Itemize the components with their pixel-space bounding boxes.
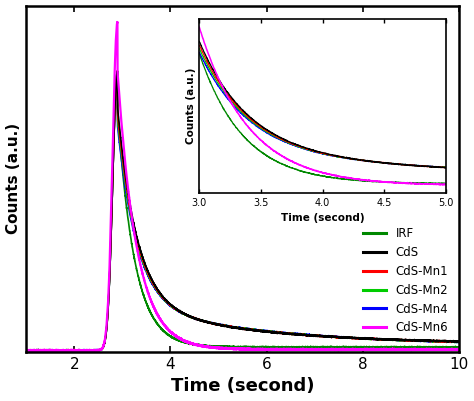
Line: CdS-Mn4: CdS-Mn4 <box>26 71 459 350</box>
CdS-Mn1 <box>186 314 192 318</box>
Line: CdS-Mn6: CdS-Mn6 <box>26 22 459 350</box>
CdS-Mn2 <box>124 190 129 195</box>
IRF <box>456 344 462 349</box>
CdS-Mn6 <box>124 174 129 179</box>
CdS-Mn2 <box>115 69 120 73</box>
Line: CdS-Mn2: CdS-Mn2 <box>26 71 459 350</box>
IRF <box>23 348 29 353</box>
CdS-Mn6 <box>23 348 29 353</box>
CdS <box>23 348 29 353</box>
CdS-Mn6 <box>126 194 132 198</box>
IRF <box>453 345 458 350</box>
IRF <box>186 341 192 346</box>
CdS-Mn4 <box>217 322 223 327</box>
CdS-Mn1 <box>124 186 129 191</box>
CdS-Mn1 <box>217 323 223 328</box>
CdS-Mn6 <box>186 340 192 345</box>
CdS-Mn1 <box>456 339 462 344</box>
CdS-Mn1 <box>126 199 132 204</box>
IRF <box>126 224 132 229</box>
CdS-Mn4 <box>115 69 120 73</box>
IRF <box>124 207 129 212</box>
CdS-Mn2 <box>23 348 29 353</box>
CdS-Mn4 <box>453 340 458 344</box>
CdS-Mn1 <box>24 348 29 353</box>
CdS-Mn4 <box>126 207 132 212</box>
CdS-Mn6 <box>115 20 120 24</box>
CdS-Mn6 <box>456 347 462 352</box>
Line: CdS-Mn1: CdS-Mn1 <box>26 71 459 350</box>
CdS-Mn4 <box>456 340 462 344</box>
CdS-Mn6 <box>453 347 458 352</box>
IRF <box>128 239 134 243</box>
CdS-Mn6 <box>217 346 223 350</box>
X-axis label: Time (second): Time (second) <box>171 377 314 395</box>
CdS-Mn4 <box>128 219 134 223</box>
CdS-Mn1 <box>128 212 134 217</box>
CdS-Mn1 <box>115 69 120 73</box>
CdS <box>217 322 223 327</box>
CdS-Mn2 <box>186 314 192 319</box>
CdS <box>114 69 120 74</box>
CdS <box>186 313 192 318</box>
CdS-Mn2 <box>128 215 134 220</box>
CdS-Mn2 <box>453 339 458 344</box>
CdS-Mn4 <box>124 194 129 198</box>
CdS <box>453 339 458 344</box>
CdS-Mn1 <box>453 339 458 344</box>
CdS-Mn2 <box>126 203 132 208</box>
CdS-Mn4 <box>23 348 29 353</box>
Line: CdS: CdS <box>26 71 459 350</box>
Line: IRF: IRF <box>26 71 459 350</box>
CdS <box>456 338 462 343</box>
Y-axis label: Counts (a.u.): Counts (a.u.) <box>6 123 20 234</box>
CdS-Mn4 <box>186 314 192 319</box>
IRF <box>23 348 29 352</box>
CdS <box>128 209 134 213</box>
CdS-Mn2 <box>23 348 29 353</box>
IRF <box>115 69 120 73</box>
CdS-Mn6 <box>128 211 134 215</box>
CdS-Mn2 <box>456 339 462 344</box>
IRF <box>217 344 223 349</box>
CdS <box>126 196 132 201</box>
CdS-Mn2 <box>217 322 223 327</box>
CdS-Mn1 <box>23 348 29 352</box>
CdS-Mn4 <box>23 348 29 352</box>
Legend: IRF, CdS, CdS-Mn1, CdS-Mn2, CdS-Mn4, CdS-Mn6: IRF, CdS, CdS-Mn1, CdS-Mn2, CdS-Mn4, CdS… <box>358 222 453 339</box>
CdS <box>124 181 129 186</box>
